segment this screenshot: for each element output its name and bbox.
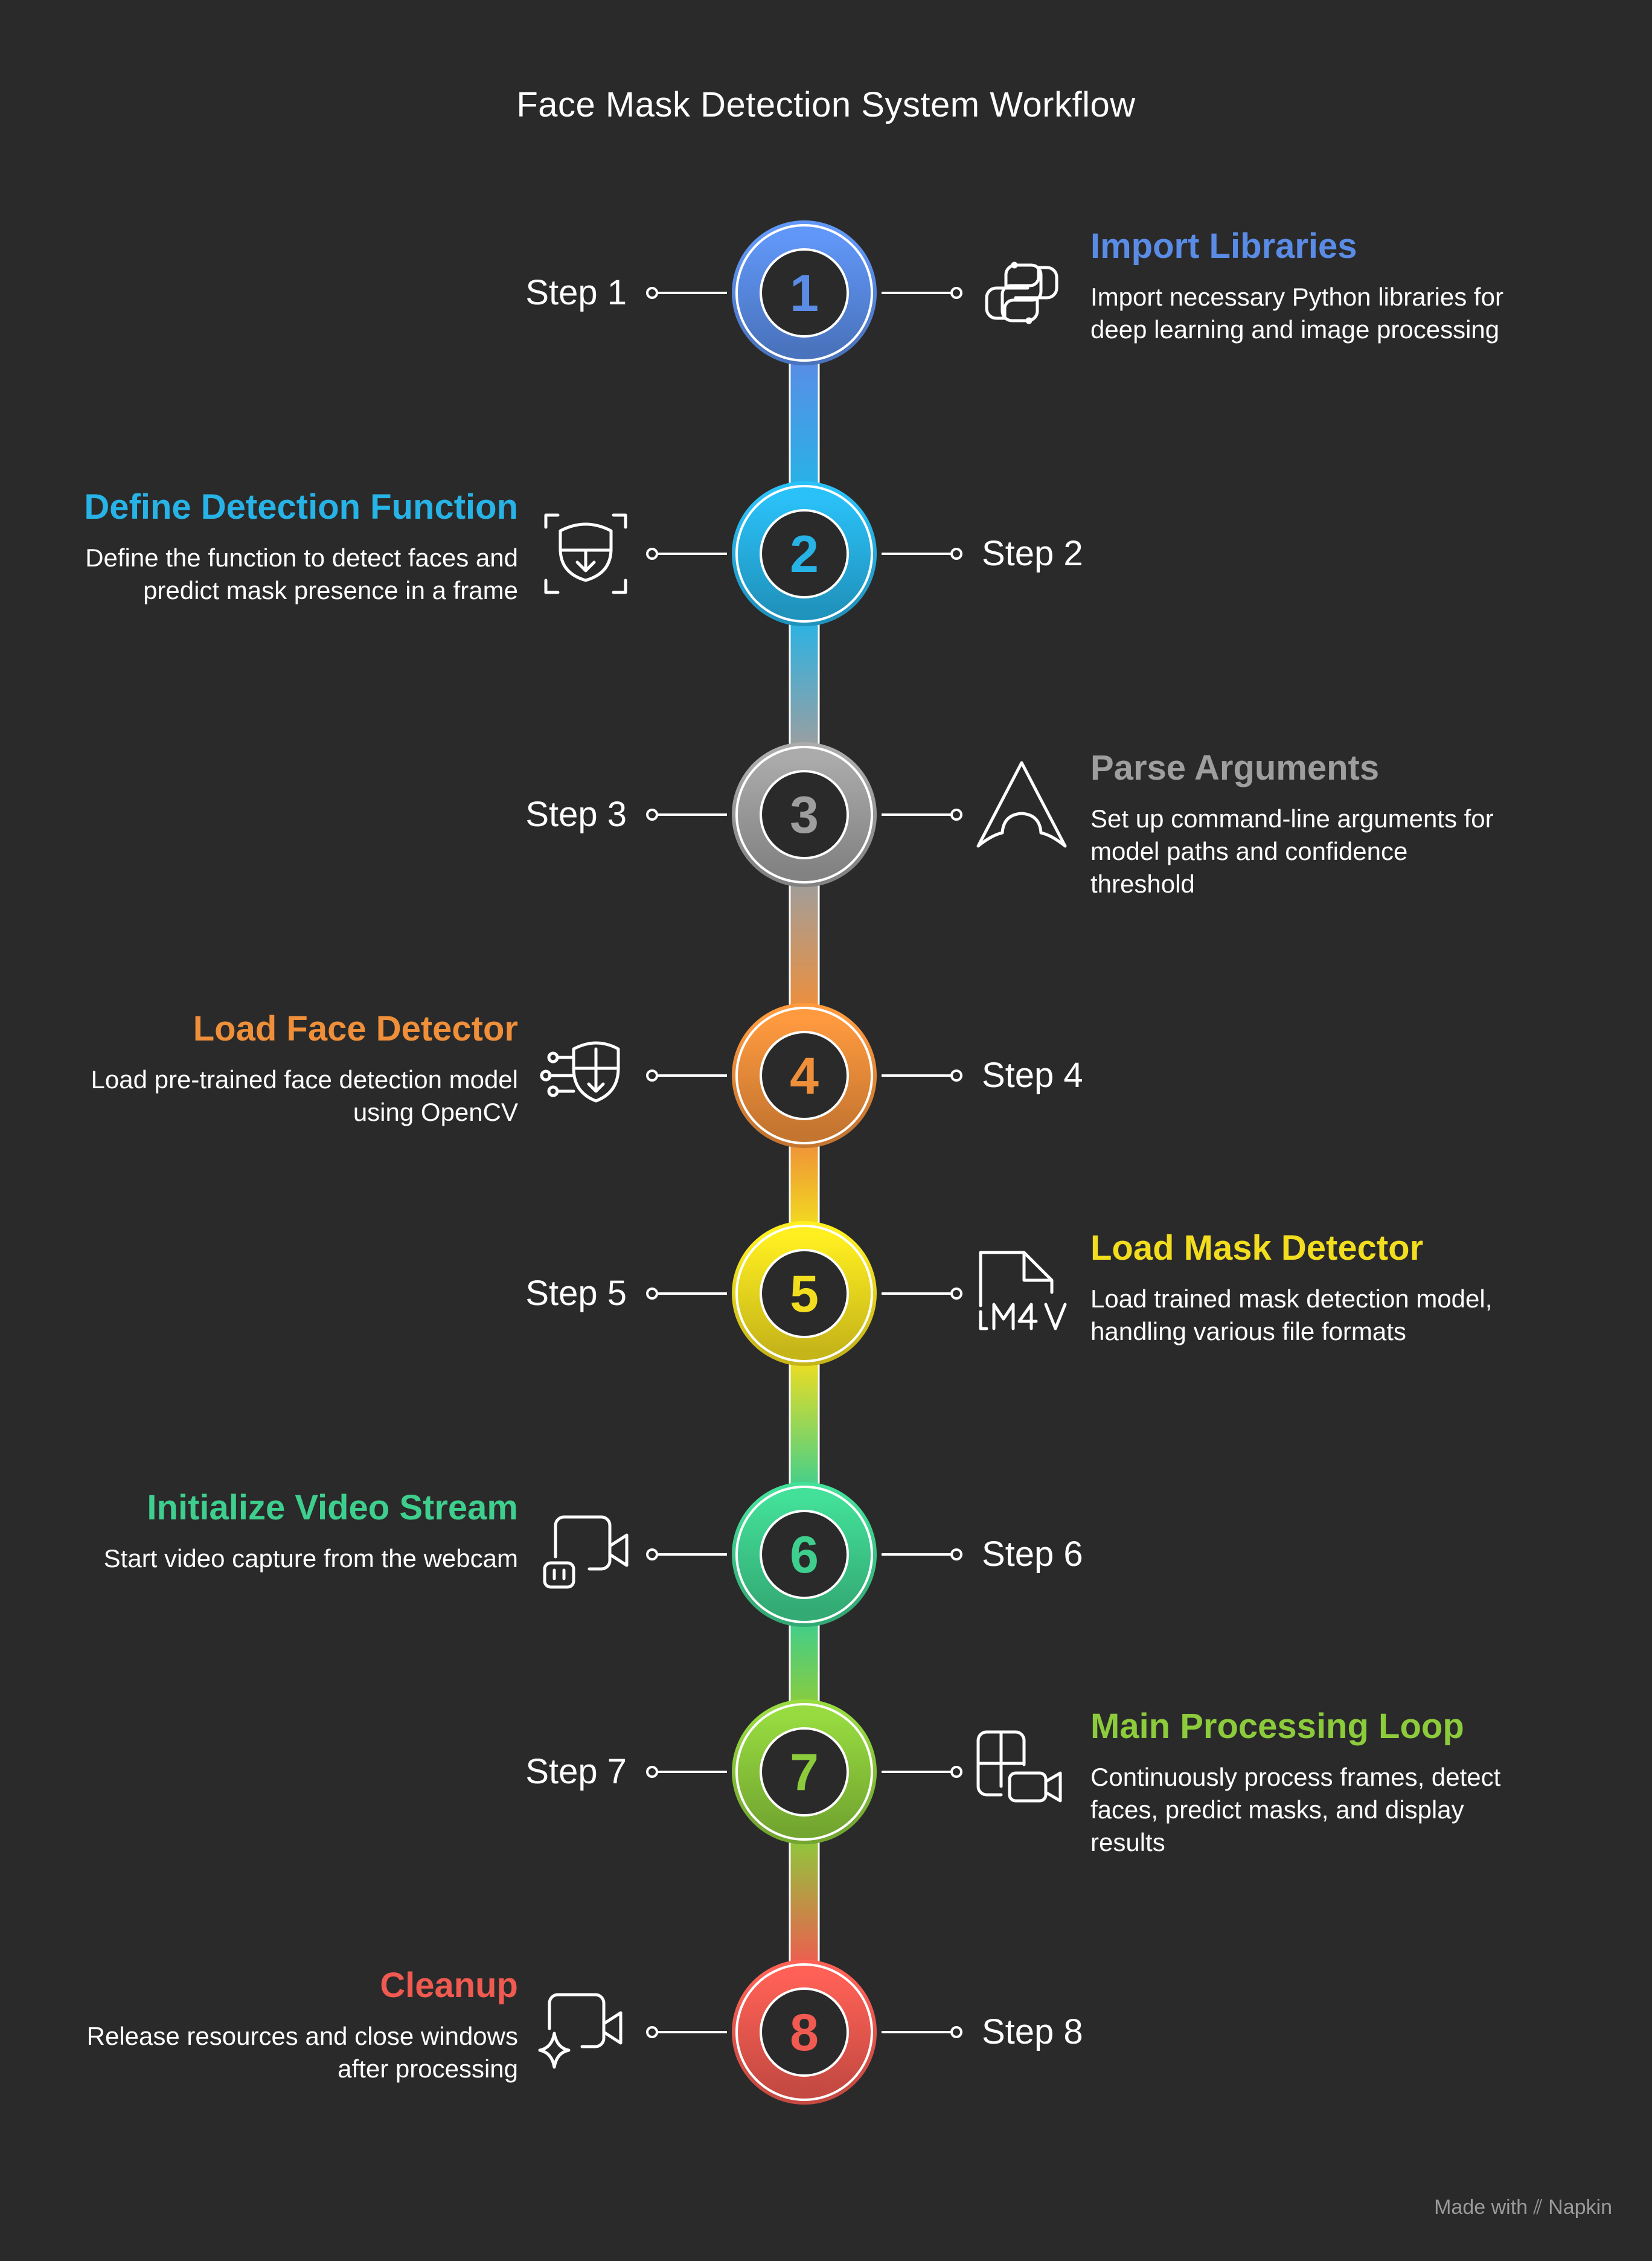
step-number: 7 [790,1743,819,1801]
step-node-ring [732,742,877,887]
step-label: Step 3 [525,795,627,834]
step-heading: Load Face Detector [193,1009,518,1048]
step-label: Step 1 [525,273,627,312]
step-heading: Main Processing Loop [1090,1707,1464,1746]
connector-dot-right [950,809,962,821]
step-label: Step 2 [982,534,1083,573]
step-label: Step 4 [982,1056,1083,1095]
step-label: Step 7 [525,1752,627,1791]
face-scan-mask-icon [544,513,627,594]
step-description: Continuously process frames, detect face… [1090,1763,1501,1856]
step-heading: Define Detection Function [84,487,518,527]
step-node-ring [732,481,877,626]
connector-dot-right [950,2026,962,2038]
connector-dot-right [950,1766,962,1778]
connector-dot-left [646,809,658,821]
video-sparkle-icon [538,1993,623,2069]
timeline-connector-segment [789,1617,820,1709]
step-description: Import necessary Python libraries for de… [1090,283,1503,344]
step-heading: Import Libraries [1090,226,1357,266]
video-grid-icon [976,1730,1062,1803]
timeline-connector-segment [789,1356,820,1492]
connector-dot-left [646,1548,658,1560]
connector-dot-right [950,287,962,299]
connector-dot-left [646,287,658,299]
connector-dot-right [950,1070,962,1082]
arch-logo-icon [976,761,1067,848]
step-label: Step 5 [525,1274,627,1313]
napkin-footer: Made with ⫽ Napkin [1434,2196,1612,2219]
napkin-logo-icon: ⫽ [1533,2196,1543,2219]
connector-dot-right [950,548,962,560]
step-description: Define the function to detect faces and … [85,544,518,605]
step-description: Set up command-line arguments for model … [1090,804,1494,898]
step-heading: Load Mask Detector [1090,1228,1424,1268]
step-label: Step 6 [982,1535,1083,1574]
step-node-ring [732,1482,877,1627]
step-heading: Initialize Video Stream [147,1488,518,1527]
footer-prefix: Made with [1434,2196,1528,2219]
step-number: 1 [790,265,819,322]
step-node-ring [732,1003,877,1148]
footer-brand: Napkin [1548,2196,1612,2219]
step-number: 6 [790,1526,819,1584]
timeline-connector-segment [789,877,820,1013]
timeline-connector-segment [789,617,820,752]
connector-dot-left [646,1766,658,1778]
connector-dot-left [646,548,658,560]
step-node-ring [732,1960,877,2105]
timeline-connector-segment [789,1138,820,1231]
step-node-ring [732,1221,877,1366]
step-heading: Cleanup [380,1966,518,2005]
connector-dot-left [646,1288,658,1300]
step-label: Step 8 [982,2012,1083,2051]
step-heading: Parse Arguments [1090,748,1380,787]
step-description: Load trained mask detection model, handl… [1090,1284,1493,1345]
timeline-connector-segment [789,356,820,491]
python-logo-icon [985,261,1058,324]
step-node-ring [732,1699,877,1844]
step-number: 8 [790,2004,819,2062]
step-number: 5 [790,1265,819,1323]
connector-dot-right [950,1288,962,1300]
step-number: 3 [790,786,819,844]
step-description: Release resources and close windows afte… [86,2022,518,2083]
timeline-connector-segment [789,1835,820,1969]
step-description: Start video capture from the webcam [103,1544,518,1573]
file-m4v-icon [979,1251,1067,1330]
connector-dot-left [646,1070,658,1082]
step-description: Load pre-trained face detection model us… [91,1065,518,1126]
connector-dot-left [646,2026,658,2038]
diagram-title: Face Mask Detection System Workflow [516,85,1136,124]
connector-dot-right [950,1548,962,1560]
step-number: 2 [790,525,819,583]
step-node-ring [732,220,877,365]
ai-face-detector-icon [540,1041,620,1103]
step-number: 4 [790,1047,819,1105]
video-bot-icon [543,1515,629,1589]
